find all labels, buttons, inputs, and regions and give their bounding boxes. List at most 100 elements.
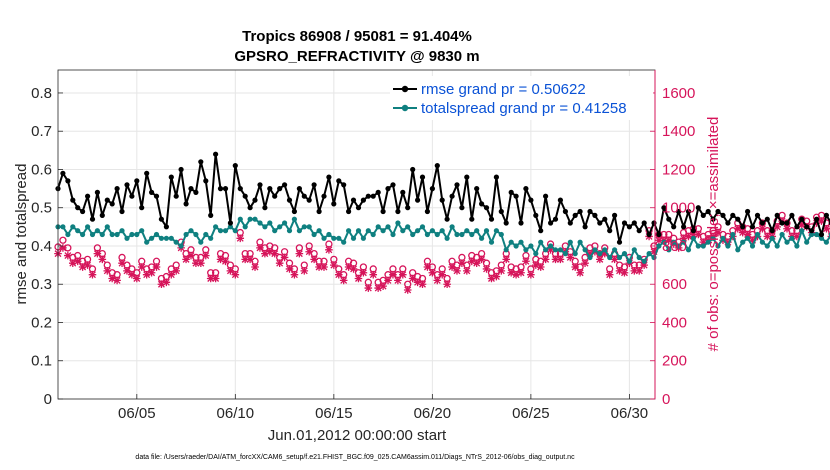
obs-assimilated-point xyxy=(635,267,644,275)
obs-assimilated-glyph xyxy=(512,270,520,279)
rmse-point xyxy=(631,220,637,226)
obs-assimilated-point xyxy=(73,257,82,266)
totalspread-point xyxy=(415,228,421,234)
rmse-point xyxy=(405,205,411,211)
totalspread-point xyxy=(94,228,100,234)
totalspread-point xyxy=(198,239,204,245)
obs-assimilated-point xyxy=(310,255,318,264)
obs-assimilated-point xyxy=(88,270,97,279)
obs-assimilated-point xyxy=(93,249,102,258)
rmse-point xyxy=(158,216,164,222)
obs-assimilated-point xyxy=(551,255,560,264)
obs-assimilated-glyph xyxy=(133,274,141,283)
obs-assimilated-glyph xyxy=(428,268,437,277)
obs-assimilated-point xyxy=(275,259,284,267)
obs-assimilated-point xyxy=(822,224,830,233)
rmse-point xyxy=(488,216,495,222)
obs-assimilated-glyph xyxy=(108,274,116,283)
obs-assimilated-glyph xyxy=(684,232,693,241)
obs-assimilated-glyph xyxy=(359,268,368,277)
rmse-point xyxy=(410,166,416,173)
rmse-point xyxy=(666,216,672,222)
obs-assimilated-glyph xyxy=(369,270,378,279)
rmse-point xyxy=(400,189,406,195)
obs-assimilated-point xyxy=(758,224,767,233)
obs-assimilated-point xyxy=(354,274,363,283)
rmse-point xyxy=(754,212,761,218)
totalspread-point xyxy=(533,251,539,257)
rmse-point xyxy=(237,186,243,192)
rmse-point xyxy=(306,197,312,203)
obs-assimilated-point xyxy=(655,236,663,245)
totalspread-point xyxy=(641,258,647,264)
totalspread-point xyxy=(749,243,756,249)
totalspread-point xyxy=(114,231,120,238)
obs-assimilated-point xyxy=(389,270,397,279)
obs-assimilated-point xyxy=(467,257,476,266)
rmse-point xyxy=(759,220,766,226)
rmse-point xyxy=(474,186,480,192)
rmse-point xyxy=(602,216,608,222)
totalspread-point xyxy=(395,220,401,226)
rmse-point xyxy=(651,220,657,226)
totalspread-point xyxy=(350,235,357,241)
obs-assimilated-glyph xyxy=(655,236,663,245)
totalspread-point xyxy=(385,224,391,230)
obs-assimilated-glyph xyxy=(635,267,644,275)
obs-assimilated-point xyxy=(236,234,245,243)
totalspread-point xyxy=(769,235,775,241)
rmse-point xyxy=(607,228,613,234)
obs-assimilated-point xyxy=(364,284,373,292)
obs-assimilated-point xyxy=(83,261,92,269)
rmse-point xyxy=(523,186,529,192)
x-tick-label: 06/15 xyxy=(315,405,353,422)
rmse-point xyxy=(641,220,647,226)
obs-assimilated-point xyxy=(783,224,791,233)
totalspread-point xyxy=(621,251,628,257)
rmse-point xyxy=(208,212,214,218)
totalspread-point xyxy=(818,235,825,241)
totalspread-point xyxy=(124,235,130,241)
rmse-point xyxy=(572,212,578,218)
totalspread-point xyxy=(139,228,145,234)
totalspread-point xyxy=(227,224,233,230)
rmse-point xyxy=(193,189,199,195)
obs-assimilated-point xyxy=(344,263,353,271)
obs-assimilated-glyph xyxy=(605,270,614,279)
totalspread-point xyxy=(479,235,485,241)
totalspread-point xyxy=(528,243,534,249)
obs-assimilated-glyph xyxy=(556,255,565,264)
obs-assimilated-point xyxy=(221,257,230,266)
obs-assimilated-glyph xyxy=(379,282,387,290)
obs-assimilated-point xyxy=(64,251,72,260)
obs-assimilated-glyph xyxy=(78,263,87,271)
obs-assimilated-point xyxy=(487,274,496,283)
obs-assimilated-point xyxy=(423,263,432,271)
totalspread-point xyxy=(282,220,288,226)
obs-assimilated-glyph xyxy=(211,274,220,283)
obs-assimilated-glyph xyxy=(241,255,249,264)
y2-tick-label: 400 xyxy=(662,314,687,331)
obs-assimilated-point xyxy=(664,236,673,245)
rmse-point xyxy=(301,193,307,199)
rmse-point xyxy=(247,205,253,211)
x-tick-label: 06/05 xyxy=(118,405,156,422)
rmse-point xyxy=(799,216,805,222)
obs-assimilated-glyph xyxy=(748,236,757,245)
rmse-point xyxy=(424,208,430,215)
totalspread-point xyxy=(434,231,440,238)
rmse-point xyxy=(582,224,588,230)
obs-assimilated-glyph xyxy=(527,270,535,279)
totalspread-point xyxy=(242,224,248,230)
rmse-point xyxy=(134,178,140,184)
obs-assimilated-glyph xyxy=(300,267,309,275)
x-tick-label: 06/30 xyxy=(611,405,649,422)
obs-assimilated-glyph xyxy=(714,228,722,237)
obs-assimilated-glyph xyxy=(743,230,752,239)
obs-assimilated-point xyxy=(640,261,648,269)
legend-rmse-marker xyxy=(401,85,409,93)
obs-assimilated-point xyxy=(527,270,535,279)
totalspread-point xyxy=(764,243,770,249)
y2-axis-label: # of obs: o=possible; ×=assimilated xyxy=(705,117,722,352)
